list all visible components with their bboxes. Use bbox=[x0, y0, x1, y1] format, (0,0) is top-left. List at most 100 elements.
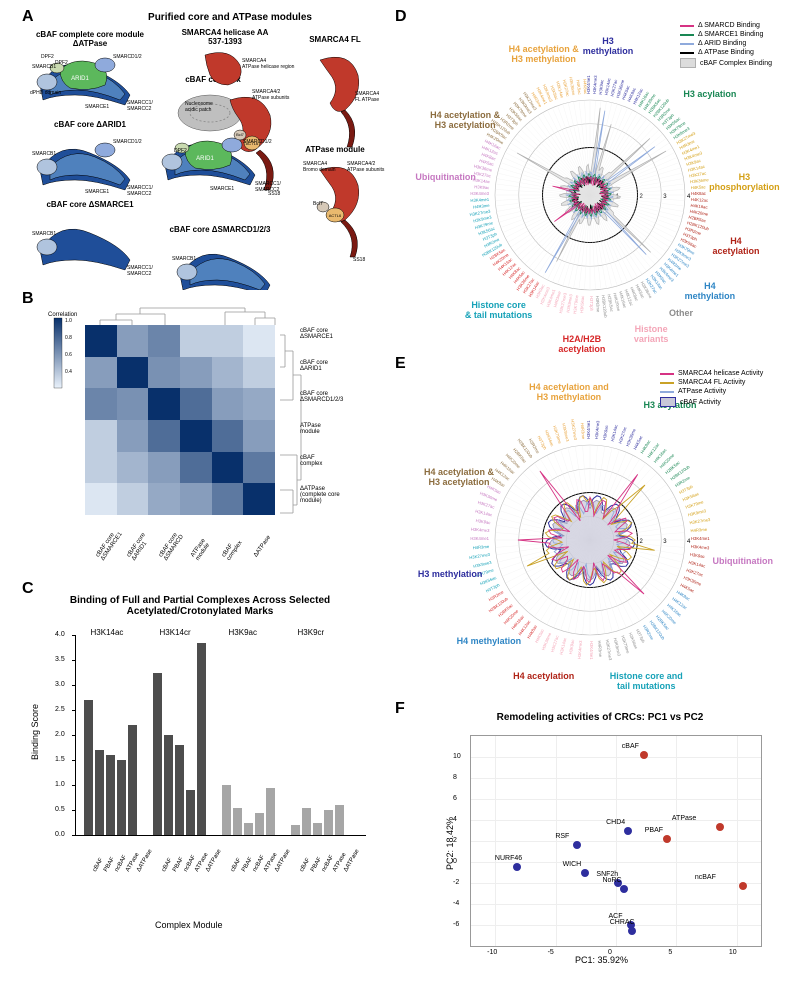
svg-text:H3K27ac: H3K27ac bbox=[550, 635, 560, 653]
svg-text:SMARCC2: SMARCC2 bbox=[255, 187, 280, 193]
heatmap-x-label: ATPase module bbox=[190, 538, 212, 562]
bar bbox=[186, 790, 195, 835]
svg-text:H3K4me3: H3K4me3 bbox=[470, 191, 489, 196]
heatmap-x-label: ΔATPase bbox=[253, 535, 272, 559]
panel-a-label: A bbox=[22, 8, 34, 26]
bar-ytick: 3.0 bbox=[55, 681, 65, 688]
panel-a-diagrams: ARID1 SMARCB1 SMARCD1/2 SMARCC1/ SMARCC2… bbox=[25, 30, 385, 290]
radar-group-label: H4 methylation bbox=[665, 281, 755, 301]
svg-text:H4R3me: H4R3me bbox=[580, 423, 586, 441]
bar-x-label: cBAF bbox=[230, 857, 243, 873]
scatter-point-label: WICH bbox=[563, 861, 582, 868]
svg-text:H4K12ac: H4K12ac bbox=[691, 197, 708, 203]
y-tick: 10 bbox=[453, 753, 461, 760]
svg-text:Correlation: Correlation bbox=[48, 312, 77, 318]
svg-text:H3K4me1: H3K4me1 bbox=[589, 641, 594, 660]
scatter-point bbox=[573, 841, 581, 849]
legend-row: Δ ARID Binding bbox=[680, 40, 772, 47]
scatter-point-label: RSF bbox=[555, 833, 569, 840]
svg-text:H3K4me3: H3K4me3 bbox=[594, 420, 600, 440]
bar bbox=[313, 823, 322, 836]
bar-group-header: H3K14ac bbox=[91, 628, 124, 637]
svg-text:H3K14ac: H3K14ac bbox=[610, 424, 619, 442]
scatter-point bbox=[739, 882, 747, 890]
radar-group-label: Other bbox=[636, 308, 726, 318]
scatter-point-label: ATPase bbox=[672, 815, 696, 822]
svg-text:H3K4me3: H3K4me3 bbox=[592, 75, 598, 95]
legend-row: Δ SMARCD Binding bbox=[680, 22, 772, 29]
radar-group-label: H3 acylation bbox=[665, 89, 755, 99]
svg-text:acidic patch: acidic patch bbox=[185, 107, 212, 113]
pc-scatter: -10-50510-6-4-20246810cBAFATPasePBAFncBA… bbox=[470, 735, 762, 947]
bar bbox=[266, 788, 275, 836]
legend-label: SMARCA4 helicase Activity bbox=[678, 370, 763, 377]
heatmap-x-label: cBAF core ΔSMARCD bbox=[158, 530, 185, 561]
legend-label: SMARCA4 FL Activity bbox=[678, 379, 745, 386]
svg-text:SMARCC2: SMARCC2 bbox=[127, 271, 152, 277]
radar-group-label: H3 methylation bbox=[405, 569, 495, 579]
radar-group-label: H4 acetylation & H3 methylation bbox=[499, 44, 589, 64]
legend-label: Δ ATPase Binding bbox=[698, 49, 754, 56]
svg-text:H3K56ac: H3K56ac bbox=[579, 296, 585, 313]
svg-text:H3K27me3: H3K27me3 bbox=[469, 552, 491, 560]
svg-text:SMARCB1: SMARCB1 bbox=[32, 151, 56, 157]
bar-ytick: 0.0 bbox=[55, 831, 65, 838]
legend-row: SMARCA4 helicase Activity bbox=[660, 370, 763, 377]
bar-x-label: cBAF bbox=[299, 857, 312, 873]
radar-d-legend: Δ SMARCD BindingΔ SMARCE1 BindingΔ ARID … bbox=[680, 22, 772, 70]
bar-x-label: ΔATPase bbox=[205, 848, 223, 873]
svg-text:H3K9me3: H3K9me3 bbox=[613, 637, 622, 657]
bar bbox=[106, 755, 115, 835]
radar-e: 1234H3K4me1H3K4me3H3K9acH3K14acH3K27acH3… bbox=[405, 365, 785, 695]
panel-c-ylabel: Binding Score bbox=[30, 704, 40, 760]
svg-text:SMARCC2: SMARCC2 bbox=[127, 106, 152, 112]
svg-text:DPF2: DPF2 bbox=[41, 54, 54, 60]
legend-row: Δ ATPase Binding bbox=[680, 49, 772, 56]
svg-text:ARID1: ARID1 bbox=[71, 76, 89, 82]
heatmap-y-label: ATPase module bbox=[300, 423, 321, 435]
bar-group-header: H3K9ac bbox=[229, 628, 257, 637]
svg-text:SMARCC2: SMARCC2 bbox=[127, 191, 152, 197]
scatter-point bbox=[513, 863, 521, 871]
svg-text:H4R3me: H4R3me bbox=[597, 640, 603, 658]
svg-text:Bcl7: Bcl7 bbox=[313, 201, 323, 207]
svg-text:H3R2me: H3R2me bbox=[595, 296, 601, 313]
bar bbox=[164, 735, 173, 835]
bar bbox=[324, 810, 333, 835]
scatter-point bbox=[640, 751, 648, 759]
bar-x-label: cBAF bbox=[161, 857, 174, 873]
heatmap-x-label: cBAF core ΔSMARCE1 bbox=[95, 528, 124, 562]
radar-group-label: H4 methylation bbox=[444, 636, 534, 646]
panel-c-xlabel: Complex Module bbox=[155, 920, 223, 930]
scatter-point-label: PBAF bbox=[645, 827, 663, 834]
x-tick: 5 bbox=[668, 949, 672, 956]
panel-b-label: B bbox=[22, 290, 34, 308]
heatmap-y-label: cBAF core ΔSMARCE1 bbox=[300, 328, 333, 340]
panel-f-xlabel: PC1: 35.92% bbox=[575, 955, 628, 965]
svg-text:H3K9me3: H3K9me3 bbox=[687, 508, 707, 517]
bar bbox=[233, 808, 242, 836]
svg-text:H3K4me3: H3K4me3 bbox=[577, 640, 583, 660]
svg-text:FL ATPase: FL ATPase bbox=[355, 97, 379, 103]
bar bbox=[302, 808, 311, 836]
svg-text:H3K9ac: H3K9ac bbox=[475, 518, 491, 525]
svg-text:1.0: 1.0 bbox=[65, 318, 72, 324]
svg-text:DPF2: DPF2 bbox=[55, 60, 68, 66]
panel-c-label: C bbox=[22, 580, 34, 598]
svg-text:H3K27me3: H3K27me3 bbox=[689, 517, 711, 525]
bar-ytick: 4.0 bbox=[55, 631, 65, 638]
svg-text:SMARCE1: SMARCE1 bbox=[85, 189, 109, 195]
radar-group-label: Histone core & tail mutations bbox=[454, 300, 544, 320]
bar bbox=[84, 700, 93, 835]
bar-ytick: 3.5 bbox=[55, 656, 65, 663]
bar bbox=[291, 825, 300, 835]
panel-c-title: Binding of Full and Partial Complexes Ac… bbox=[40, 595, 360, 617]
svg-text:Bromo domain: Bromo domain bbox=[303, 167, 336, 173]
radar-group-label: Ubiquitination bbox=[698, 556, 788, 566]
svg-text:SMARCD1/2: SMARCD1/2 bbox=[113, 54, 142, 60]
svg-text:SMARCB1: SMARCB1 bbox=[32, 64, 56, 70]
y-tick: 6 bbox=[453, 795, 457, 802]
scatter-point-label: ncBAF bbox=[695, 874, 716, 881]
svg-text:H3K4me1: H3K4me1 bbox=[691, 536, 710, 541]
bar-group-header: H3K14cr bbox=[160, 628, 191, 637]
